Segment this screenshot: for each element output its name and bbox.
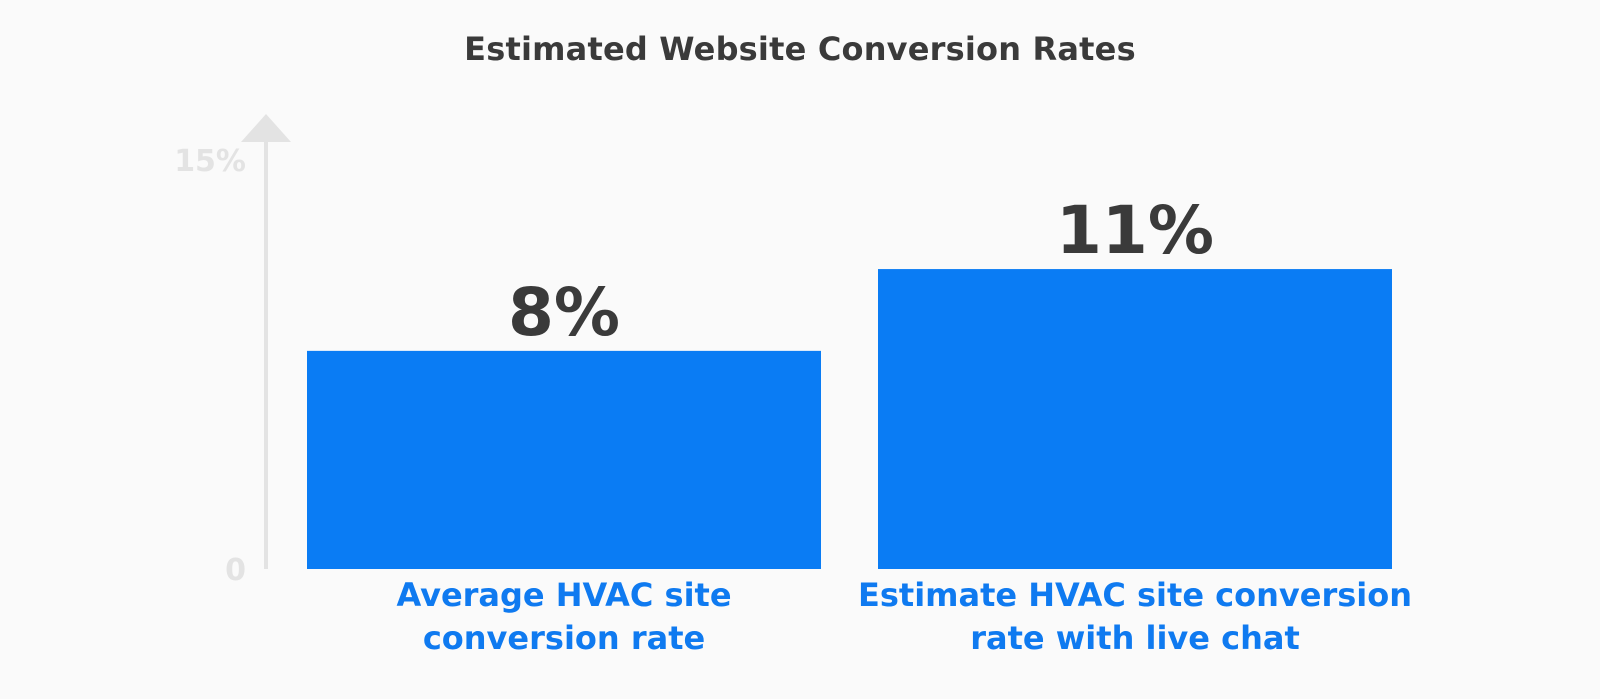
bar [878, 269, 1392, 569]
y-tick-label: 0 [225, 553, 246, 588]
x-tick-label: rate with live chat [970, 619, 1300, 657]
bar [307, 350, 821, 569]
chart-title: Estimated Website Conversion Rates [464, 30, 1136, 68]
y-axis-arrowhead [241, 114, 291, 142]
x-tick-label: Average HVAC site [396, 576, 731, 614]
y-axis: 0 15% [174, 114, 291, 588]
x-tick-label: conversion rate [423, 619, 705, 657]
bars [307, 269, 1392, 569]
y-tick-label: 15% [174, 144, 246, 179]
labels: 8% Average HVAC site conversion rate 11% Est… [396, 192, 1412, 657]
data-label: 11% [1056, 192, 1214, 269]
data-label: 8% [508, 274, 620, 351]
x-tick-label: Estimate HVAC site conversion [858, 576, 1412, 614]
